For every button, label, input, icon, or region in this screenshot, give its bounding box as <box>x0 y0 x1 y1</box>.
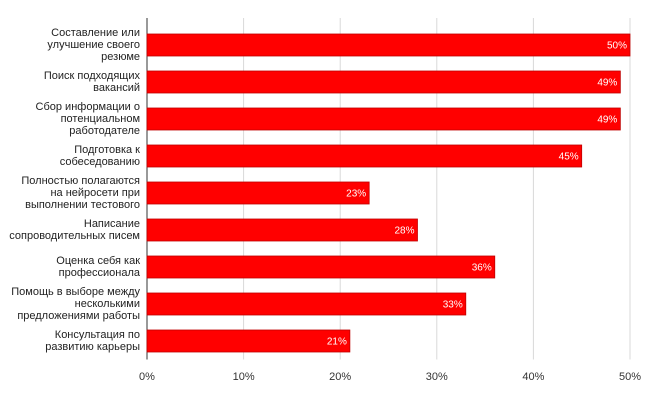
bar <box>146 292 467 316</box>
data-label: 49% <box>597 78 617 89</box>
bar <box>146 329 351 353</box>
category-label: Оценка себя как профессионала <box>56 255 140 279</box>
bar <box>146 144 583 168</box>
bar <box>146 70 621 94</box>
data-label: 45% <box>559 152 579 163</box>
data-label: 21% <box>327 337 347 348</box>
category-label: Написание сопроводительных писем <box>9 218 140 242</box>
category-label: Сбор информации о потенциальном работода… <box>35 101 140 137</box>
bar <box>146 218 418 242</box>
x-tick-label: 10% <box>233 371 255 383</box>
category-label: Консультация по развитию карьеры <box>45 329 140 353</box>
category-label: Полностью полагаются на нейросети при вы… <box>21 175 140 211</box>
data-label: 33% <box>443 300 463 311</box>
data-label: 23% <box>346 189 366 200</box>
data-label: 49% <box>597 115 617 126</box>
data-label: 28% <box>394 226 414 237</box>
category-label: Составление или улучшение своего резюме <box>47 27 140 63</box>
x-tick-label: 30% <box>426 371 448 383</box>
bar <box>146 33 631 57</box>
x-tick-label: 0% <box>139 371 155 383</box>
bar <box>146 181 370 205</box>
category-label: Помощь в выборе между несколькими предло… <box>11 286 140 322</box>
bar <box>146 255 496 279</box>
x-tick-label: 40% <box>522 371 544 383</box>
x-tick-label: 20% <box>329 371 351 383</box>
category-label: Подготовка к собеседованию <box>59 144 140 168</box>
x-tick-label: 50% <box>619 371 641 383</box>
data-label: 36% <box>472 263 492 274</box>
data-label: 50% <box>607 41 627 52</box>
category-label: Поиск подходящих вакансий <box>43 70 140 94</box>
bar <box>146 107 621 131</box>
